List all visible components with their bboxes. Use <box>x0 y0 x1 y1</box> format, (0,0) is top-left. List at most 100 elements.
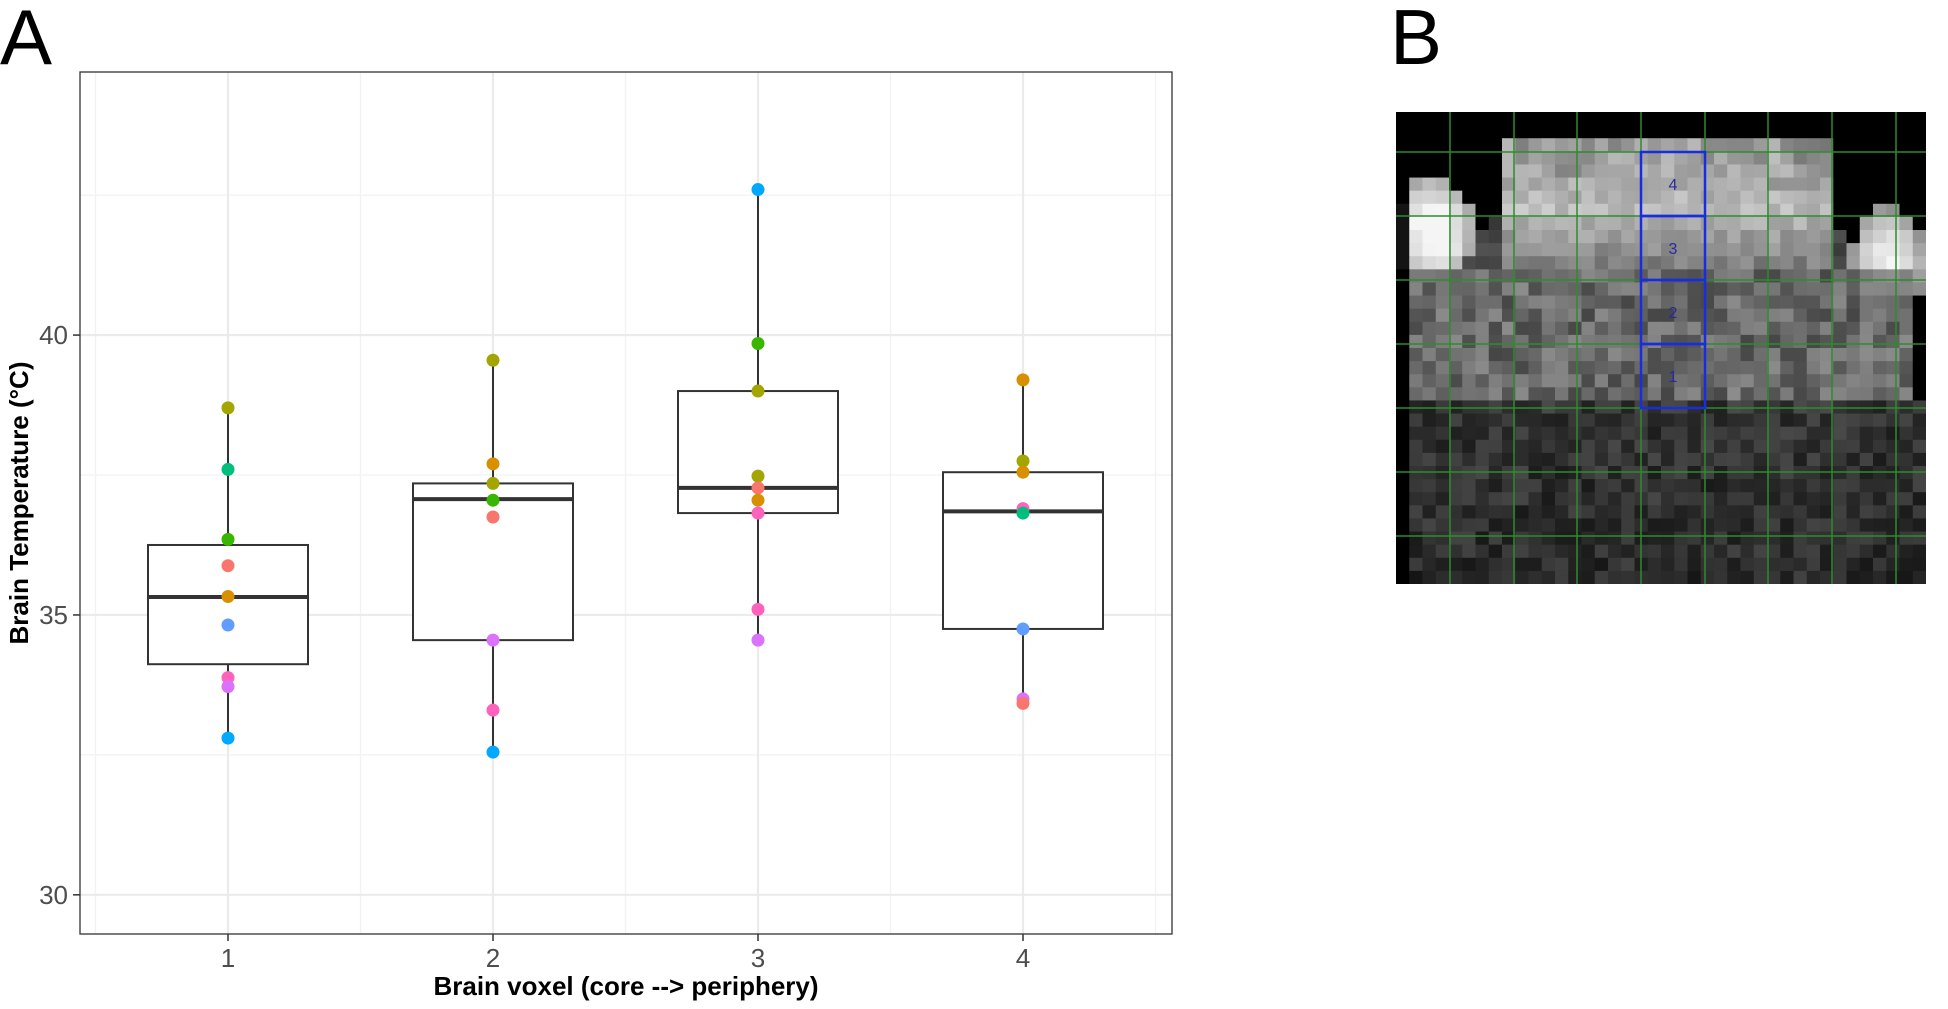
mri-pixel <box>1396 557 1410 572</box>
mri-pixel <box>1740 374 1755 388</box>
mri-pixel <box>1674 138 1688 152</box>
mri-pixel <box>1793 518 1808 533</box>
mri-pixel <box>1899 505 1914 519</box>
mri-pixel <box>1568 164 1582 179</box>
mri-pixel <box>1608 295 1622 310</box>
mri-pixel <box>1753 216 1768 231</box>
mri-pixel <box>1873 164 1887 179</box>
mri-pixel <box>1912 282 1926 297</box>
mri-pixel <box>1674 505 1688 519</box>
mri-pixel <box>1475 151 1490 165</box>
mri-pixel <box>1806 387 1821 401</box>
mri-pixel <box>1608 479 1622 493</box>
mri-pixel <box>1886 531 1900 546</box>
mri-pixel <box>1833 361 1847 375</box>
mri-pixel <box>1846 243 1861 257</box>
mri-pixel <box>1674 452 1688 467</box>
mri-pixel <box>1475 203 1490 218</box>
mri-pixel <box>1833 544 1847 559</box>
mri-pixel <box>1422 164 1437 179</box>
mri-pixel <box>1608 413 1622 428</box>
mri-pixel <box>1886 282 1900 297</box>
mri-pixel <box>1886 230 1900 244</box>
mri-pixel <box>1700 321 1715 336</box>
mri-pixel <box>1502 492 1516 506</box>
mri-pixel <box>1528 321 1543 336</box>
mri-pixel <box>1780 544 1794 559</box>
mri-pixel <box>1846 544 1861 559</box>
mri-pixel <box>1859 230 1874 244</box>
mri-pixel <box>1833 125 1847 139</box>
mri-pixel <box>1793 125 1808 139</box>
mri-pixel <box>1647 203 1662 218</box>
mri-pixel <box>1714 466 1728 480</box>
mri-pixel <box>1753 348 1768 362</box>
mri-pixel <box>1568 125 1582 139</box>
mri-pixel <box>1462 361 1476 375</box>
mri-pixel <box>1661 256 1675 270</box>
mri-pixel <box>1846 348 1861 362</box>
mri-pixel <box>1661 138 1675 152</box>
mri-pixel <box>1409 151 1423 165</box>
mri-pixel <box>1661 426 1675 441</box>
mri-pixel <box>1700 361 1715 375</box>
mri-pixel <box>1409 452 1423 467</box>
mri-pixel <box>1475 334 1490 349</box>
mri-pixel <box>1767 177 1781 192</box>
data-point <box>751 336 765 350</box>
mri-pixel <box>1422 125 1437 139</box>
mri-pixel <box>1608 216 1622 231</box>
voxel-4-label: 4 <box>1669 177 1678 194</box>
mri-pixel <box>1661 544 1675 559</box>
mri-pixel <box>1753 203 1768 218</box>
mri-pixel <box>1859 413 1874 428</box>
data-point <box>751 183 765 197</box>
mri-pixel <box>1753 426 1768 441</box>
mri-pixel <box>1462 518 1476 533</box>
mri-pixel <box>1515 203 1529 218</box>
mri-pixel <box>1899 112 1914 126</box>
mri-pixel <box>1793 112 1808 126</box>
mri-pixel <box>1687 570 1702 584</box>
mri-pixel <box>1608 151 1622 165</box>
mri-pixel <box>1767 269 1781 283</box>
mri-pixel <box>1528 243 1543 257</box>
box-iqr <box>412 482 574 642</box>
mri-pixel <box>1449 256 1463 270</box>
mri-pixel <box>1687 348 1702 362</box>
y-tick-label: 30 <box>39 880 68 910</box>
mri-pixel <box>1727 570 1741 584</box>
box-4 <box>942 379 1104 702</box>
mri-pixel <box>1700 452 1715 467</box>
mri-pixel <box>1594 413 1609 428</box>
mri-pixel <box>1727 544 1741 559</box>
mri-pixel <box>1528 544 1543 559</box>
mri-pixel <box>1661 479 1675 493</box>
mri-pixel <box>1727 348 1741 362</box>
mri-pixel <box>1568 557 1582 572</box>
mri-pixel <box>1488 531 1503 546</box>
mri-pixel <box>1714 544 1728 559</box>
mri-pixel <box>1502 190 1516 205</box>
mri-pixel <box>1793 361 1808 375</box>
mri-pixel <box>1873 570 1887 584</box>
mri-pixel <box>1873 138 1887 152</box>
mri-pixel <box>1912 125 1926 139</box>
mri-pixel <box>1502 256 1516 270</box>
mri-pixel <box>1396 505 1410 519</box>
mri-pixel <box>1780 256 1794 270</box>
mri-pixel <box>1581 308 1596 323</box>
mri-pixel <box>1912 203 1926 218</box>
mri-pixel <box>1714 348 1728 362</box>
mri-pixel <box>1594 256 1609 270</box>
mri-pixel <box>1515 570 1529 584</box>
mri-pixel <box>1409 282 1423 297</box>
mri-pixel <box>1674 151 1688 165</box>
mri-pixel <box>1396 452 1410 467</box>
mri-pixel <box>1581 256 1596 270</box>
mri-pixel <box>1409 531 1423 546</box>
mri-pixel <box>1806 282 1821 297</box>
mri-pixel <box>1767 321 1781 336</box>
mri-pixel <box>1873 387 1887 401</box>
data-point <box>1016 454 1030 468</box>
